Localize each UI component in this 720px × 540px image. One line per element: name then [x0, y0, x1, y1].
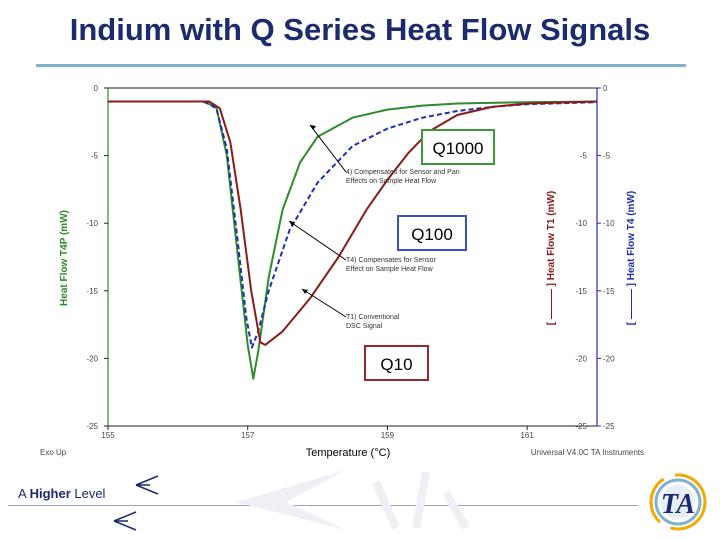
annotation-text: 4) Compensates for Sensor and Pan — [346, 169, 460, 176]
footer-instrument: Universal V4.0C TA Instruments — [531, 448, 644, 457]
y-tick-label-right: -10 — [603, 219, 615, 228]
y-tick-label-left: -15 — [86, 287, 98, 296]
footer-divider — [8, 505, 638, 506]
x-axis-label: Temperature (°C) — [306, 447, 390, 459]
y-tick-label-right: -25 — [603, 422, 615, 431]
brand-tagline: A Higher Level — [18, 486, 105, 501]
legend-box-label: Q10 — [380, 355, 412, 374]
legend-box-1 — [397, 215, 467, 251]
y-tick-label-right-inner: -25 — [575, 422, 587, 431]
y-tick-label-right-inner: -15 — [575, 287, 587, 296]
y-tick-label-right: -20 — [603, 354, 615, 363]
legend-box-label: Q1000 — [432, 139, 483, 158]
x-tick-label: 155 — [101, 431, 115, 440]
legend-box-0 — [421, 129, 495, 165]
annotation-arrowhead-2 — [302, 289, 308, 294]
y-tick-label-right-inner: -10 — [575, 219, 587, 228]
series-line-1 — [108, 100, 598, 349]
plot-frame — [107, 87, 598, 427]
slide-title: Indium with Q Series Heat Flow Signals — [69, 12, 651, 47]
y-tick-label-left: -20 — [86, 354, 98, 363]
series-layer — [108, 100, 598, 380]
tagline-part-b: Higher — [29, 486, 71, 501]
annotation-arrow-2 — [301, 288, 347, 318]
decorative-arrow-icon-2 — [113, 511, 137, 531]
annotation-text: T4) Compensates for Sensor — [346, 257, 437, 264]
y-tick-label-left: -5 — [91, 152, 99, 161]
decorative-arrow-icon — [135, 475, 159, 495]
y-tick-label-right-inner: -5 — [580, 152, 588, 161]
ta-logo-text: TA — [661, 489, 695, 520]
annotation-text: DSC Signal — [346, 323, 383, 330]
y-tick-label-right-inner: -20 — [575, 354, 587, 363]
x-tick-label: 161 — [520, 431, 534, 440]
y-tick-label-left: -25 — [86, 422, 98, 431]
tagline-part-c: Level — [70, 486, 106, 501]
y-tick-label-left: 0 — [94, 84, 99, 93]
annotation-text: Effects on Sample Heat Flow — [346, 178, 437, 185]
y-tick-label-right: -5 — [603, 152, 611, 161]
legend-box-label: Q100 — [411, 225, 453, 244]
right-axis-label-t4: [ ——— ] Heat Flow T4 (mW) — [626, 191, 637, 325]
y-tick-label-left: -10 — [86, 219, 98, 228]
y-tick-label-right: -15 — [603, 287, 615, 296]
heat-flow-chart: 0 0 -5 -5 -5 -10 -10 -10 -15 -15 -15 -20 -20 -20 -25 -2… — [40, 84, 644, 459]
annotation-text: T1) Conventional — [346, 314, 400, 321]
ta-instruments-logo: TA — [649, 473, 707, 531]
right-axis-label-t1: [ ——— ] Heat Flow T1 (mW) — [546, 191, 557, 325]
faint-watermark-arrow-icon — [236, 470, 470, 530]
footer-exo-up: Exo Up — [40, 448, 67, 457]
x-tick-label: 159 — [381, 431, 395, 440]
y-tick-label-right: 0 — [603, 84, 608, 93]
series-line-2 — [108, 100, 598, 346]
series-line-0 — [108, 100, 598, 380]
annotation-arrowhead-0 — [310, 125, 316, 130]
annotation-arrow-0 — [309, 124, 347, 173]
left-axis-label: Heat Flow T4P (mW) — [59, 210, 70, 306]
annotation-arrowhead-1 — [289, 221, 295, 226]
x-tick-label: 157 — [241, 431, 255, 440]
legend-box-2 — [364, 345, 429, 381]
annotation-text: Effect on Sample Heat Flow — [346, 266, 434, 273]
annotation-arrow-1 — [288, 220, 347, 261]
annotation-layer: 4) Compensates for Sensor and Pan Effects… — [288, 124, 495, 381]
title-divider — [36, 64, 686, 67]
axis-ticks: 0 0 -5 -5 -5 -10 -10 -10 -15 -15 -15 -20 -20 -20 -25 -2… — [86, 84, 615, 440]
tagline-part-a: A — [18, 486, 30, 501]
